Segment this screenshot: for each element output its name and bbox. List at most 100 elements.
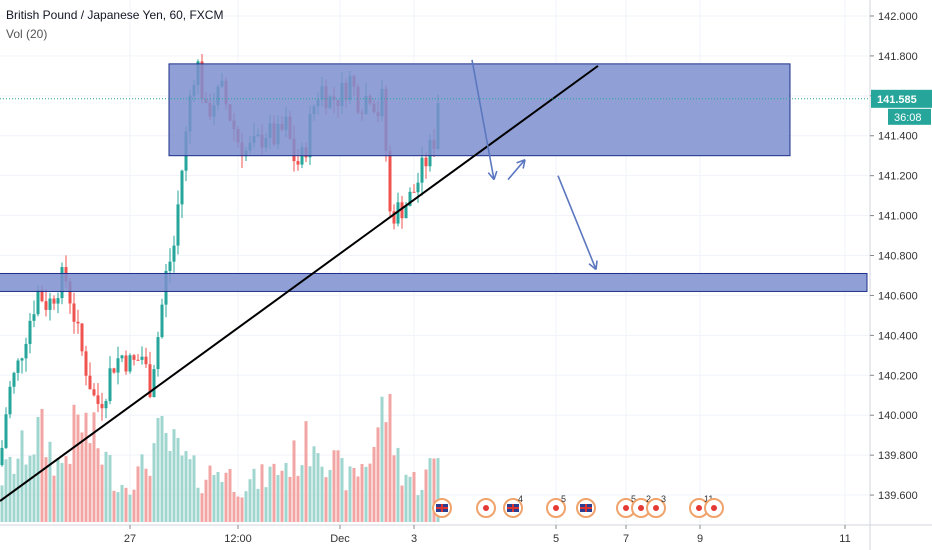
candle-body [160, 304, 164, 338]
volume-bar [264, 487, 268, 522]
event-count-label: 5 [561, 494, 566, 504]
volume-bar [72, 404, 76, 522]
volume-bar [376, 427, 380, 522]
volume-bar [348, 466, 352, 522]
event-markers[interactable]: 4 5 5 2 3 11 [432, 494, 724, 518]
volume-bar [64, 456, 68, 522]
candle-body [108, 368, 112, 402]
candle-body [12, 372, 16, 387]
volume-bar [260, 464, 264, 522]
volume-bar [12, 473, 16, 522]
arrow-line[interactable] [471, 59, 495, 180]
candle-body [68, 281, 72, 304]
volume-bar [328, 469, 332, 522]
volume-bar [368, 463, 372, 522]
trendline[interactable] [0, 65, 599, 502]
volume-bar [96, 448, 100, 522]
volume-bar [56, 458, 60, 522]
candle-body [136, 359, 140, 361]
candle-body [4, 414, 8, 448]
y-tick-label: 141.800 [878, 51, 918, 63]
volume-bar [384, 422, 388, 522]
volume-bar [272, 463, 276, 522]
event-dot [483, 505, 489, 511]
volume-bar [68, 463, 72, 522]
candle-body [180, 170, 184, 205]
candle-body [44, 301, 48, 310]
volume-bar [288, 476, 292, 522]
volume-bar [232, 491, 236, 522]
zones[interactable] [0, 63, 868, 292]
candle-body [144, 356, 148, 365]
arrow-head [487, 172, 495, 181]
volume-bar [424, 469, 428, 522]
event-dot [623, 505, 629, 511]
lower-zone[interactable] [0, 272, 868, 292]
candle-body [296, 161, 300, 165]
price-axis[interactable]: 142.000141.800141.600141.400141.200141.0… [869, 0, 932, 550]
volume-bar [236, 496, 240, 522]
event-count-label: 5 [631, 494, 636, 504]
arrow-head [588, 263, 597, 271]
candle-body [148, 364, 152, 398]
volume-bar [136, 466, 140, 522]
volume-bar [244, 491, 248, 522]
candle-body [412, 191, 416, 193]
arrow-line[interactable] [557, 175, 597, 270]
candle-body [56, 298, 60, 304]
volume-bar [216, 471, 220, 522]
volume-legend[interactable]: Vol (20) [6, 27, 48, 41]
volume-bar [332, 450, 336, 522]
symbol-legend[interactable]: British Pound / Japanese Yen, 60, FXCM [6, 8, 224, 22]
volume-bar [8, 456, 12, 522]
volume-bar [432, 458, 436, 522]
volume-bar [404, 474, 408, 522]
volume-bar [80, 432, 84, 522]
candle-body [24, 343, 28, 359]
volume-bar [316, 453, 320, 522]
upper-zone[interactable] [168, 63, 791, 157]
volume-bar [372, 446, 376, 522]
candle-body [76, 321, 80, 324]
volume-bar [252, 468, 256, 522]
volume-bar [388, 394, 392, 522]
volume-bar [48, 441, 52, 522]
event-dot [638, 505, 644, 511]
volume-bar [208, 465, 212, 522]
arrow-line[interactable] [507, 159, 526, 181]
volume-bar [160, 416, 164, 522]
candle-body [84, 351, 88, 376]
candle-body [128, 355, 132, 372]
x-tick-label: 5 [553, 533, 559, 545]
candle-body [80, 323, 84, 352]
candle-body [420, 157, 424, 183]
arrow-head [522, 159, 526, 169]
countdown-badge [888, 108, 931, 125]
candle-body [100, 403, 104, 409]
volume-bar [40, 408, 44, 522]
volume-bar [408, 476, 412, 522]
candle-body [176, 204, 180, 246]
y-tick-label: 141.400 [878, 131, 918, 143]
volume-bar [152, 443, 156, 522]
volume-bar [344, 490, 348, 522]
volume-bar [148, 475, 152, 522]
volume-bar [304, 421, 308, 522]
candle-body [116, 358, 120, 373]
volume-bar [184, 451, 188, 522]
candle-body [48, 298, 52, 310]
arrow-head [493, 170, 498, 180]
time-axis[interactable]: 27 12:00 Dec 3 5 7 9 11 [0, 524, 932, 545]
event-dot [696, 505, 702, 511]
volume-bar [296, 475, 300, 522]
volume-bar [360, 463, 364, 522]
volume-bar [32, 454, 36, 522]
x-tick-label: 3 [411, 533, 417, 545]
event-dot [711, 505, 717, 511]
volume-bar [220, 481, 224, 522]
drawings[interactable] [0, 59, 870, 502]
volume-bar [308, 466, 312, 522]
volume-bar [312, 446, 316, 522]
candle-body [132, 355, 136, 360]
